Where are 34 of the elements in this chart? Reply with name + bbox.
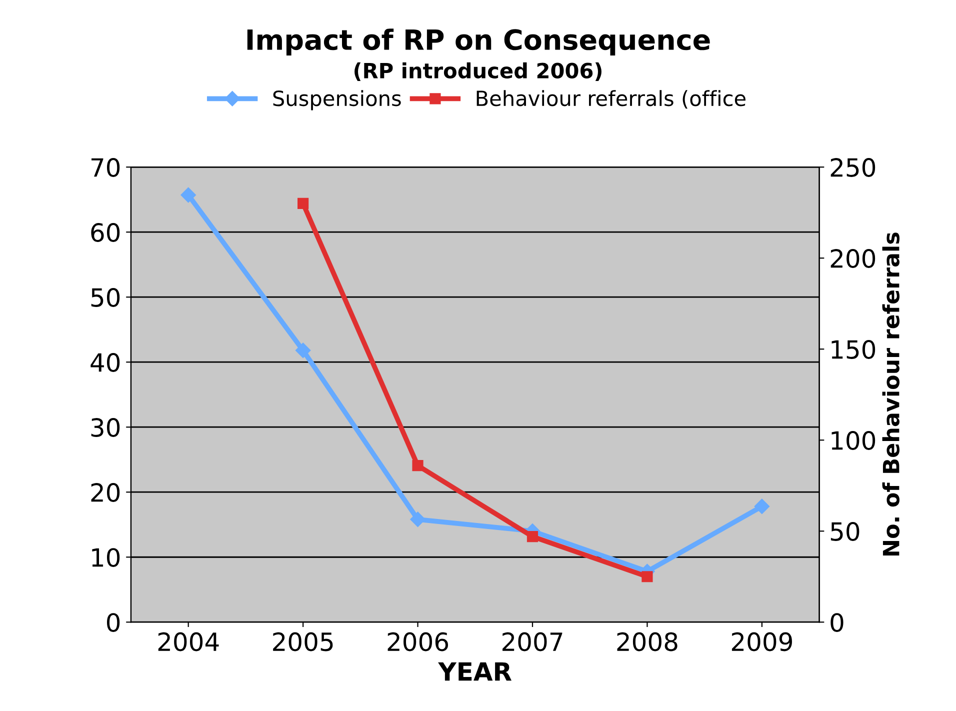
y2-tick-label: 100 [832,431,876,450]
y-tick-label: 0 [106,613,120,632]
point [295,342,311,358]
legend-label: Behaviour referrals (office [476,90,746,109]
y2-tick-label: 0 [830,613,844,632]
x-tick-label: 2004 [158,632,219,652]
y2-tick-label: 200 [830,249,876,268]
y-tick-label: 30 [91,418,120,437]
point [297,198,309,210]
x-tick-label: 2009 [732,632,792,652]
y2-axis-title: No. of Behaviour referrals [882,232,900,556]
x-tick-label: 2005 [273,632,333,652]
point [410,512,426,527]
x-tick-label: 2008 [617,632,678,652]
point [754,498,770,514]
y2-tick-label: 250 [830,158,876,177]
point [642,571,653,582]
chart-title: Impact of RP on Consequence [247,28,710,56]
y2-tick-label: 150 [832,340,876,359]
x-axis-title: YEAR [438,662,512,681]
point [412,460,424,472]
point [180,187,196,203]
y-tick-label: 20 [91,483,120,502]
y2-tick-label: 50 [830,522,860,541]
y-tick-label: 10 [92,548,120,567]
y-tick-label: 50 [91,288,120,307]
legend-label: Suspensions [273,90,401,110]
point [526,531,538,542]
x-tick-label: 2007 [502,632,562,652]
y-tick-label: 40 [90,353,120,372]
x-tick-label: 2006 [388,632,448,652]
y-tick-label: 70 [91,158,120,177]
y-tick-label: 60 [91,223,120,242]
chart-subtitle: (RP introduced 2006) [354,62,602,81]
